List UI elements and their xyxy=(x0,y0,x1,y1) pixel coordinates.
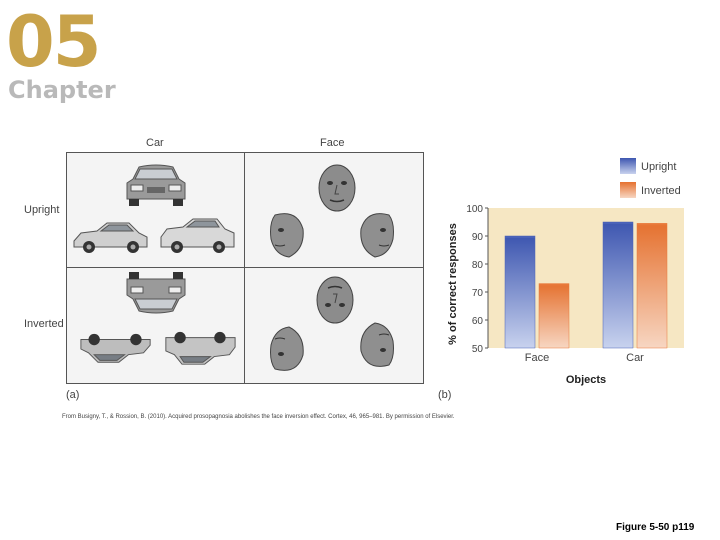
chapter-word: Chapter xyxy=(8,76,116,104)
car-upright-front-image xyxy=(126,164,186,206)
bar-car-inverted xyxy=(636,223,668,349)
face-inverted-left-image xyxy=(270,326,304,371)
x-tick-label-car: Car xyxy=(626,352,644,364)
y-tick-label: 90 xyxy=(472,232,484,243)
panel-label-b: (b) xyxy=(438,389,452,401)
legend-swatch-inverted xyxy=(620,182,636,198)
column-label-face: Face xyxy=(320,137,345,149)
x-tick-label-face: Face xyxy=(525,352,549,364)
y-tick-label: 60 xyxy=(472,316,484,327)
y-tick-label: 70 xyxy=(472,288,484,299)
grid-divider-horizontal xyxy=(67,267,423,268)
bar-chart: 50 60 70 80 90 100 Face Car % of correct respo… xyxy=(447,158,684,386)
car-inverted-front-image xyxy=(126,272,186,314)
grid-divider-vertical xyxy=(244,153,245,383)
legend-label-inverted: Inverted xyxy=(641,185,681,197)
bar-car-upright xyxy=(602,221,634,349)
car-inverted-side-right-image xyxy=(165,331,236,365)
row-label-upright: Upright xyxy=(24,204,60,216)
figure-credit: From Busigny, T., & Rossion, B. (2010). … xyxy=(62,414,455,420)
y-axis-label: % of correct responses xyxy=(447,223,459,345)
stimulus-grid xyxy=(66,152,424,384)
bar-face-upright xyxy=(504,235,536,349)
legend-label-upright: Upright xyxy=(641,161,676,173)
x-axis-label: Objects xyxy=(566,374,606,386)
bar-face-inverted xyxy=(538,283,570,349)
legend-swatch-upright xyxy=(620,158,636,174)
face-inverted-right-image xyxy=(360,322,394,367)
face-upright-right-image xyxy=(360,213,394,258)
y-tick-label: 100 xyxy=(466,204,483,215)
car-inverted-side-left-image xyxy=(80,333,151,363)
panel-label-a: (a) xyxy=(66,389,80,401)
figure-reference: Figure 5-50 p119 xyxy=(616,522,695,533)
y-tick-label: 80 xyxy=(472,260,484,271)
face-inverted-front-image xyxy=(316,276,354,324)
car-upright-side-left-image xyxy=(73,222,148,253)
row-label-inverted: Inverted xyxy=(24,318,64,330)
chapter-number: 05 xyxy=(6,1,101,83)
face-upright-left-image xyxy=(270,213,304,258)
car-upright-side-right-image xyxy=(160,218,235,253)
y-tick-label: 50 xyxy=(472,344,484,355)
column-label-car: Car xyxy=(146,137,164,149)
face-upright-front-image xyxy=(318,164,356,212)
